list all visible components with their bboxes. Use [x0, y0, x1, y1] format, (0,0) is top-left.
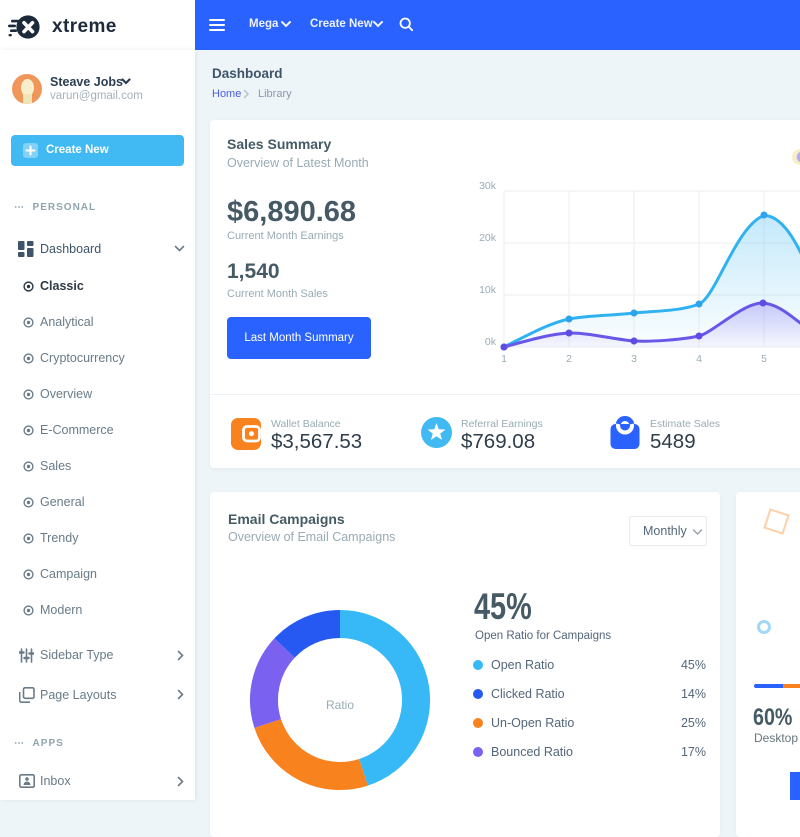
svg-text:20k: 20k — [479, 232, 497, 244]
svg-text:Ratio: Ratio — [326, 698, 354, 712]
svg-text:30k: 30k — [479, 180, 497, 192]
svg-text:10k: 10k — [479, 284, 497, 296]
svg-text:2: 2 — [566, 353, 572, 365]
svg-text:5: 5 — [761, 353, 767, 365]
svg-text:0k: 0k — [485, 336, 497, 348]
svg-text:3: 3 — [631, 353, 637, 365]
svg-text:1: 1 — [501, 353, 507, 365]
svg-text:4: 4 — [696, 353, 702, 365]
